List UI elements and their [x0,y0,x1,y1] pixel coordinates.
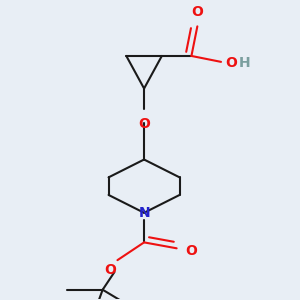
Text: O: O [191,5,203,19]
Text: N: N [138,206,150,220]
Text: O: O [138,117,150,130]
Text: H: H [239,56,250,70]
Text: O: O [226,56,237,70]
Text: O: O [185,244,197,258]
Text: O: O [104,263,116,277]
